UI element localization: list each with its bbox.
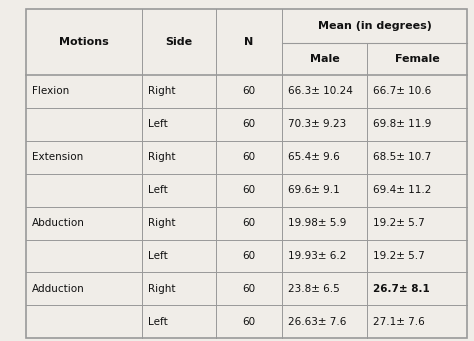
Text: Abduction: Abduction (32, 218, 85, 228)
Text: Motions: Motions (59, 37, 109, 47)
Text: 70.3± 9.23: 70.3± 9.23 (288, 119, 346, 129)
Text: 68.5± 10.7: 68.5± 10.7 (373, 152, 431, 162)
Text: Right: Right (148, 87, 175, 97)
Text: 60: 60 (242, 87, 255, 97)
Text: 69.4± 11.2: 69.4± 11.2 (373, 185, 431, 195)
Text: Left: Left (148, 119, 168, 129)
Text: 19.2± 5.7: 19.2± 5.7 (373, 251, 425, 261)
Text: 60: 60 (242, 119, 255, 129)
Text: Mean (in degrees): Mean (in degrees) (318, 21, 431, 31)
Text: Left: Left (148, 251, 168, 261)
Text: Extension: Extension (32, 152, 83, 162)
Text: Left: Left (148, 185, 168, 195)
Text: 69.6± 9.1: 69.6± 9.1 (288, 185, 339, 195)
Text: 60: 60 (242, 284, 255, 294)
Text: Side: Side (165, 37, 192, 47)
Text: 27.1± 7.6: 27.1± 7.6 (373, 317, 425, 327)
Text: 66.7± 10.6: 66.7± 10.6 (373, 87, 431, 97)
Text: 69.8± 11.9: 69.8± 11.9 (373, 119, 431, 129)
Text: Left: Left (148, 317, 168, 327)
Text: 26.63± 7.6: 26.63± 7.6 (288, 317, 346, 327)
Text: Adduction: Adduction (32, 284, 84, 294)
Text: 60: 60 (242, 185, 255, 195)
Text: 65.4± 9.6: 65.4± 9.6 (288, 152, 339, 162)
Text: Right: Right (148, 218, 175, 228)
Text: Right: Right (148, 284, 175, 294)
Text: 19.93± 6.2: 19.93± 6.2 (288, 251, 346, 261)
Text: 66.3± 10.24: 66.3± 10.24 (288, 87, 353, 97)
Text: 19.2± 5.7: 19.2± 5.7 (373, 218, 425, 228)
Text: 60: 60 (242, 317, 255, 327)
Text: 60: 60 (242, 251, 255, 261)
Text: 60: 60 (242, 152, 255, 162)
Text: 60: 60 (242, 218, 255, 228)
Text: Female: Female (395, 54, 439, 64)
Text: N: N (244, 37, 254, 47)
Text: Male: Male (310, 54, 339, 64)
Text: Right: Right (148, 152, 175, 162)
Text: 26.7± 8.1: 26.7± 8.1 (373, 284, 430, 294)
Text: Flexion: Flexion (32, 87, 69, 97)
Text: 19.98± 5.9: 19.98± 5.9 (288, 218, 346, 228)
Text: 23.8± 6.5: 23.8± 6.5 (288, 284, 339, 294)
